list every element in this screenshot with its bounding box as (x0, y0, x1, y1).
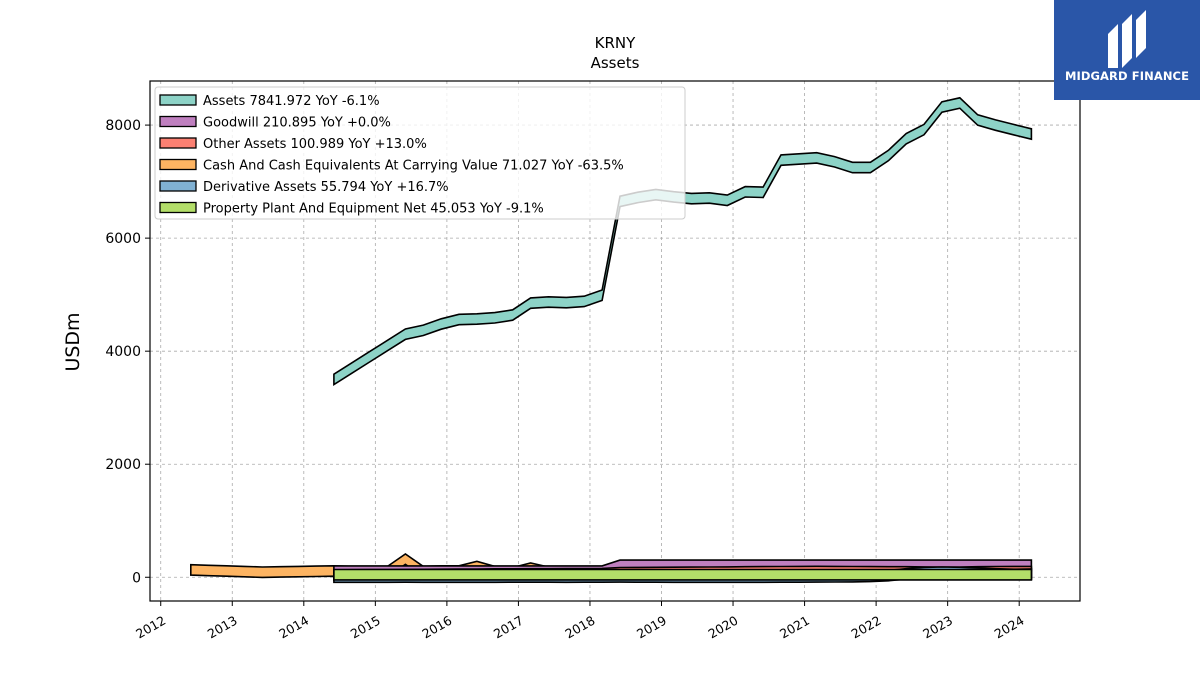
legend-item: Cash And Cash Equivalents At Carrying Va… (159, 158, 624, 174)
legend-frame (154, 86, 686, 220)
legend-item: Derivative Assets 55.794 YoY +16.7% (159, 180, 449, 195)
x-tick-label: 2022 (849, 613, 884, 642)
legend-label: Derivative Assets 55.794 YoY +16.7% (203, 180, 449, 195)
chart-title: KRNY (595, 34, 636, 52)
x-ticks: 2012 2013 2014 2015 2016 2017 2018 2019 2020 2021… (133, 601, 1027, 642)
x-tick-label: 2023 (920, 613, 955, 642)
x-tick-label: 2016 (419, 613, 454, 642)
legend-label: Assets 7841.972 YoY -6.1% (203, 94, 380, 109)
legend-label: Property Plant And Equipment Net 45.053 … (203, 202, 544, 217)
plot-frame (149, 80, 1081, 602)
x-tick-label: 2014 (276, 613, 311, 642)
legend-item: Assets 7841.972 YoY -6.1% (159, 94, 380, 109)
midgard-logo-icon (1108, 10, 1146, 68)
legend-label: Other Assets 100.989 YoY +13.0% (203, 137, 427, 152)
y-tick-label: 0 (132, 570, 141, 586)
y-axis-label: USDm (62, 312, 84, 371)
legend-swatch (159, 158, 197, 171)
y-tick-label: 2000 (105, 457, 141, 473)
x-tick-label: 2018 (562, 613, 597, 642)
x-tick-label: 2019 (634, 613, 669, 642)
legend-swatch (159, 180, 197, 192)
y-tick-label: 4000 (105, 344, 141, 360)
legend-item: Property Plant And Equipment Net 45.053 … (159, 201, 544, 217)
legend-label: Cash And Cash Equivalents At Carrying Va… (203, 159, 624, 174)
legend-swatch (159, 201, 197, 214)
x-tick-label: 2015 (348, 613, 383, 642)
series-layer (190, 96, 1033, 584)
x-tick-label: 2020 (705, 613, 740, 642)
legend: Assets 7841.972 YoY -6.1% Goodwill 210.89… (154, 86, 686, 220)
y-tick-label: 8000 (105, 118, 141, 134)
x-tick-label: 2012 (133, 613, 168, 642)
x-tick-label: 2024 (992, 613, 1027, 642)
legend-item: Other Assets 100.989 YoY +13.0% (159, 137, 427, 152)
x-tick-label: 2021 (777, 613, 812, 642)
y-tick-label: 6000 (105, 231, 141, 247)
series-property-plant-and-equipment-net (333, 568, 1033, 581)
legend-item: Goodwill 210.895 YoY +0.0% (159, 115, 391, 131)
legend-label: Goodwill 210.895 YoY +0.0% (203, 116, 391, 131)
legend-swatch (159, 94, 197, 106)
logo-text: MIDGARD FINANCE (1064, 69, 1190, 83)
y-ticks: 0 2000 4000 6000 8000 (105, 118, 150, 586)
legend-swatch (159, 137, 197, 149)
x-tick-label: 2013 (205, 613, 240, 642)
series-assets (333, 96, 1033, 387)
brand-logo: MIDGARD FINANCE (1054, 0, 1200, 100)
chart-subtitle: Assets (591, 54, 640, 72)
x-tick-label: 2017 (491, 613, 526, 642)
legend-swatch (159, 115, 197, 128)
